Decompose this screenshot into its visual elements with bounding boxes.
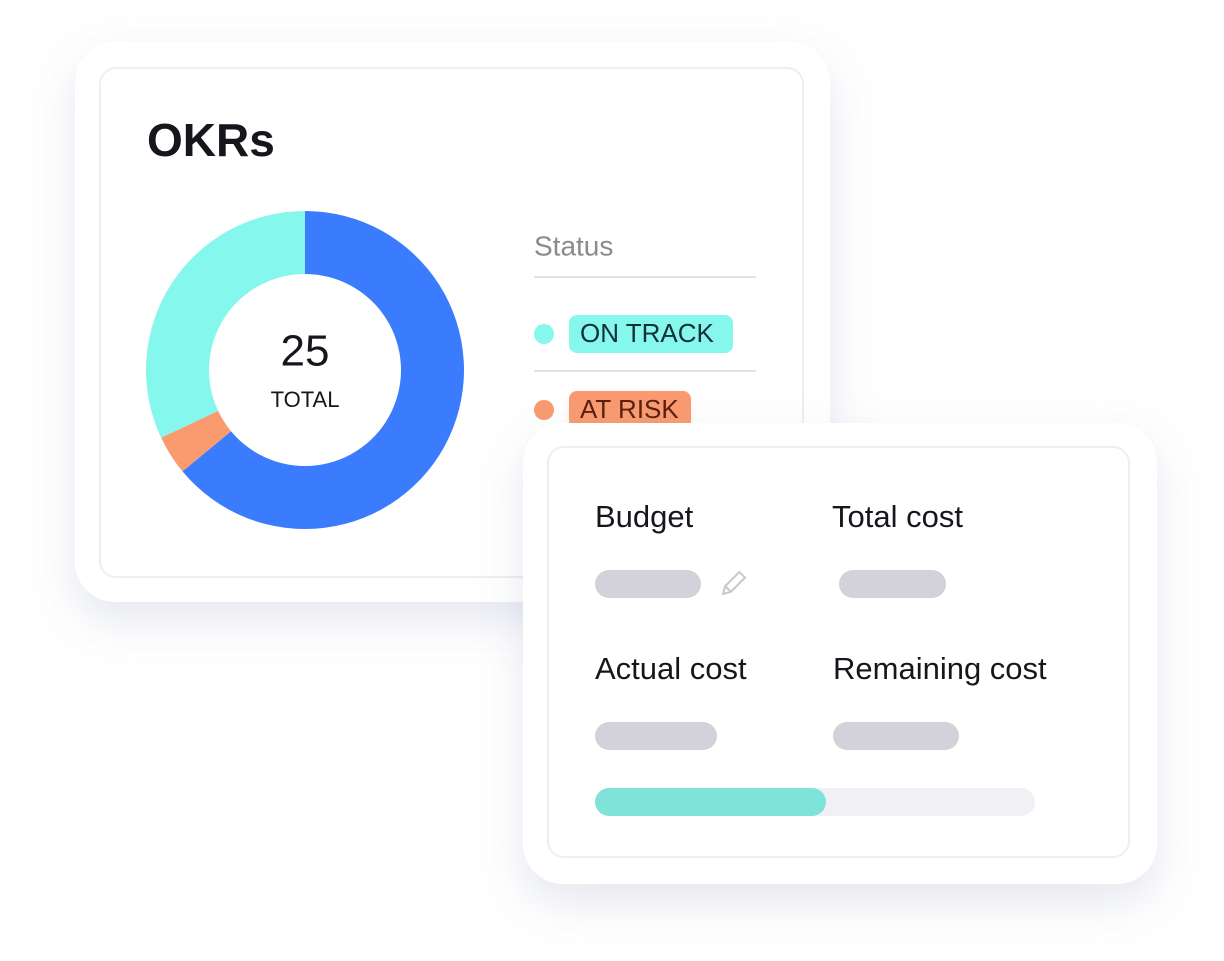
field-label: Budget: [595, 499, 694, 534]
status-label: ON TRACK: [580, 318, 715, 348]
budget-panel: [547, 446, 1130, 858]
status-label: AT RISK: [580, 394, 679, 424]
edit-icon[interactable]: [720, 570, 747, 597]
field-label: Remaining cost: [833, 651, 1047, 686]
okr-title: OKRs: [147, 114, 275, 166]
donut-slice: [145, 211, 305, 438]
value-placeholder: [833, 722, 959, 750]
status-pill: [569, 391, 691, 429]
donut-chart: [145, 210, 465, 529]
value-placeholder: [595, 570, 701, 598]
center-label: TOTAL: [271, 387, 340, 412]
progress-fill: [595, 788, 826, 816]
center-value: 25: [281, 327, 330, 376]
legend-dot: [534, 324, 554, 344]
legend-title: Status: [534, 230, 613, 261]
field-label: Actual cost: [595, 651, 747, 686]
status-pill: [569, 315, 733, 353]
donut-slice: [182, 210, 465, 529]
value-placeholder: [839, 570, 946, 598]
value-placeholder: [595, 722, 717, 750]
legend-dot: [534, 400, 554, 420]
donut-slice: [161, 410, 232, 472]
legend: ON TRACK AT RISK: [534, 315, 733, 497]
field-label: Total cost: [832, 499, 963, 534]
